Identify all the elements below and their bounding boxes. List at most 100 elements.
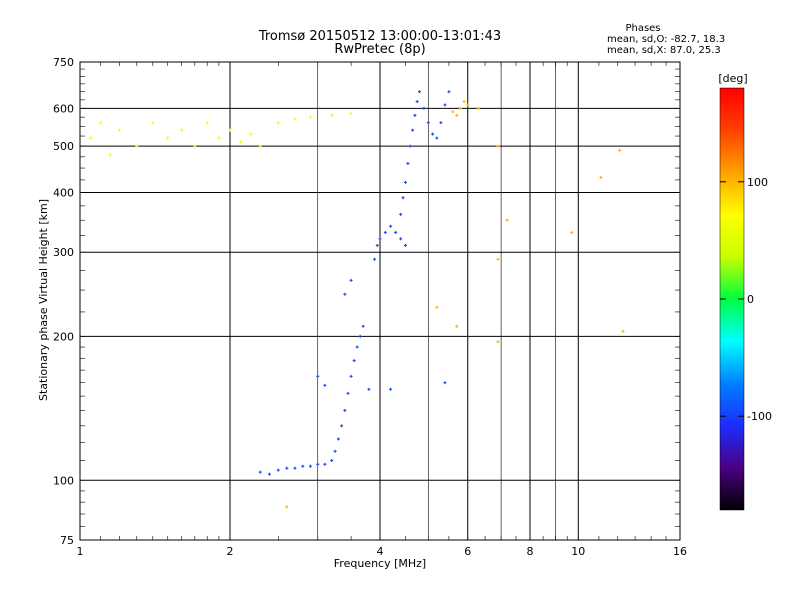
data-point xyxy=(151,121,155,125)
colorbar-tick-label: -100 xyxy=(747,410,772,423)
data-point xyxy=(455,324,459,328)
data-point xyxy=(285,505,289,509)
data-point xyxy=(293,466,297,470)
scatter-points xyxy=(89,90,625,509)
data-point xyxy=(135,144,139,148)
data-point xyxy=(599,175,603,179)
x-tick-label: 8 xyxy=(527,545,534,558)
data-point xyxy=(316,462,320,466)
y-tick-label: 400 xyxy=(53,186,74,199)
x-tick-label: 4 xyxy=(377,545,384,558)
data-point xyxy=(443,103,447,107)
data-point xyxy=(316,374,320,378)
data-point xyxy=(361,324,365,328)
data-point xyxy=(117,128,121,132)
data-point xyxy=(375,243,379,247)
stats-x-mode: mean, sd,X: 87.0, 25.3 xyxy=(607,45,721,56)
y-tick-label: 100 xyxy=(53,474,74,487)
grid-lines xyxy=(80,62,680,540)
chart-title-line1: Tromsø 20150512 13:00:00-13:01:43 xyxy=(258,29,501,44)
colorbar-ticks: 100 0 -100 xyxy=(720,176,772,423)
data-point xyxy=(301,464,305,468)
data-point xyxy=(217,136,221,140)
y-tick-label: 750 xyxy=(53,56,74,69)
chart-title-line2: RwPretec (8p) xyxy=(334,42,425,57)
data-point xyxy=(401,196,405,200)
data-point xyxy=(431,132,435,136)
data-point xyxy=(193,144,197,148)
y-tick-label: 300 xyxy=(53,246,74,259)
data-point xyxy=(373,257,377,261)
data-point xyxy=(205,121,209,125)
data-point xyxy=(411,128,415,132)
x-tick-label: 1 xyxy=(77,545,84,558)
data-point xyxy=(389,224,393,228)
data-point xyxy=(415,100,419,104)
data-point xyxy=(336,437,340,441)
data-point xyxy=(496,144,500,148)
x-tick-label: 2 xyxy=(227,545,234,558)
data-point xyxy=(349,112,353,116)
data-point xyxy=(403,180,407,184)
data-point xyxy=(349,278,353,282)
data-point xyxy=(399,212,403,216)
y-tick-label: 200 xyxy=(53,330,74,343)
data-point xyxy=(346,391,350,395)
data-point xyxy=(166,136,170,140)
data-point xyxy=(323,462,327,466)
data-point xyxy=(621,329,625,333)
data-point xyxy=(413,113,417,117)
data-point xyxy=(439,121,443,125)
data-point xyxy=(249,132,253,136)
data-point xyxy=(267,472,271,476)
data-point xyxy=(618,148,622,152)
data-point xyxy=(239,140,243,144)
stats-o-mode: mean, sd,O: -82.7, 18.3 xyxy=(607,34,725,45)
data-point xyxy=(505,218,509,222)
colorbar-tick-label: 0 xyxy=(747,293,754,306)
data-point xyxy=(435,305,439,309)
plot-frame xyxy=(79,61,681,541)
data-point xyxy=(403,243,407,247)
y-tick-label: 600 xyxy=(53,102,74,115)
data-point xyxy=(343,292,347,296)
y-tick-label: 75 xyxy=(60,534,74,547)
y-tick-label: 500 xyxy=(53,140,74,153)
y-axis-title: Stationary phase Virtual Height [km] xyxy=(37,199,50,401)
data-point xyxy=(422,106,426,110)
data-point xyxy=(378,237,382,241)
data-point xyxy=(330,113,334,117)
data-point xyxy=(408,144,412,148)
data-point xyxy=(399,237,403,241)
data-point xyxy=(462,100,466,104)
data-point xyxy=(293,117,297,121)
data-point xyxy=(276,468,280,472)
data-point xyxy=(180,128,184,132)
data-point xyxy=(458,106,462,110)
minor-ticks xyxy=(80,62,680,540)
data-point xyxy=(435,136,439,140)
data-point xyxy=(352,359,356,363)
y-tick-labels: 75 100 200 300 400 500 600 750 xyxy=(53,56,74,547)
data-point xyxy=(443,381,447,385)
data-point xyxy=(108,153,112,157)
data-point xyxy=(276,121,280,125)
data-point xyxy=(308,464,312,468)
data-point xyxy=(447,90,451,94)
data-point xyxy=(417,90,421,94)
colorbar-unit-label: [deg] xyxy=(718,72,747,85)
data-point xyxy=(389,387,393,391)
data-point xyxy=(355,345,359,349)
stats-title: Phases xyxy=(625,23,660,34)
data-point xyxy=(89,136,93,140)
data-point xyxy=(308,115,312,119)
x-axis-title: Frequency [MHz] xyxy=(334,557,426,570)
data-point xyxy=(367,387,371,391)
x-tick-labels: 1 2 4 6 8 10 16 xyxy=(77,545,688,558)
x-tick-label: 6 xyxy=(464,545,471,558)
data-point xyxy=(258,470,262,474)
data-point xyxy=(570,230,574,234)
data-point xyxy=(330,458,334,462)
colorbar-tick-label: 100 xyxy=(747,176,768,189)
